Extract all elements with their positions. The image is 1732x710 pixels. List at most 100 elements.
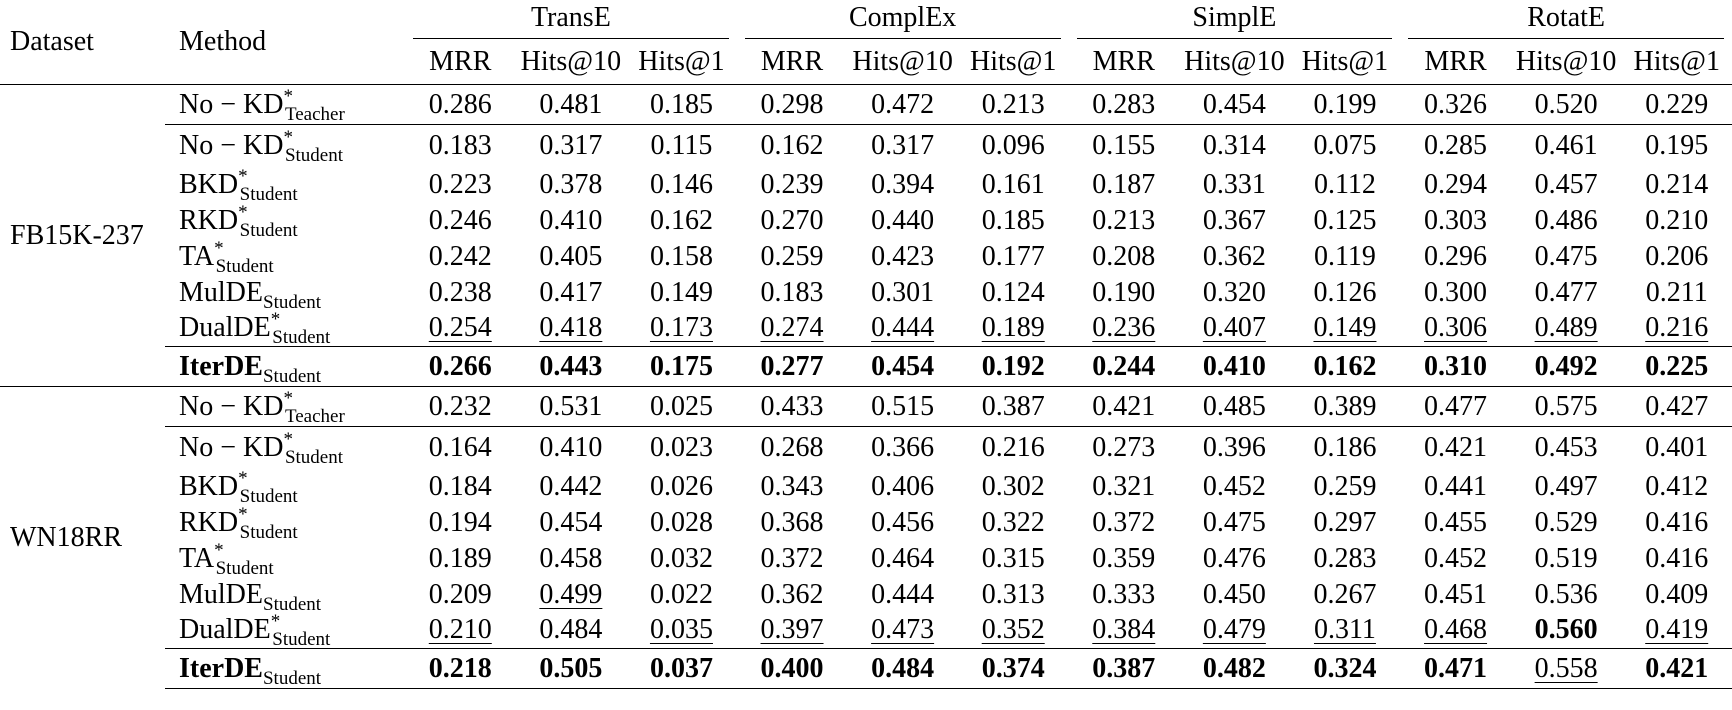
model-name: ComplEx [744, 2, 1061, 39]
value: 0.372 [1092, 506, 1156, 538]
model-header: ComplEx [737, 0, 1069, 40]
value-cell: 0.232 [405, 386, 516, 427]
metric-header: Hits@1 [1621, 40, 1732, 85]
value: 0.037 [649, 652, 713, 684]
value: 0.471 [1424, 652, 1488, 684]
value-cell: 0.362 [1179, 239, 1290, 275]
value-cell: 0.162 [626, 203, 737, 239]
value: 0.464 [871, 542, 935, 574]
method-name: BKD [179, 470, 239, 502]
method-sub: Student [215, 557, 274, 579]
model-header: SimplE [1069, 0, 1401, 40]
value-cell: 0.242 [405, 239, 516, 275]
value-cell: 0.427 [1621, 386, 1732, 427]
value: 0.195 [1645, 129, 1709, 161]
value: 0.368 [760, 506, 824, 538]
value-cell: 0.452 [1179, 469, 1290, 505]
value-cell: 0.497 [1511, 469, 1622, 505]
value: 0.456 [871, 506, 935, 538]
value-cell: 0.461 [1510, 124, 1622, 167]
table-row: TA*Student 0.189 0.458 0.032 0.372 0.464 0.315… [0, 541, 1732, 579]
value-cell: 0.183 [405, 124, 516, 167]
value-cell: 0.389 [1289, 386, 1401, 427]
value-cell: 0.352 [958, 613, 1069, 649]
value: 0.387 [1092, 652, 1156, 684]
value-cell: 0.296 [1400, 239, 1511, 275]
value-cell: 0.238 [405, 275, 516, 311]
value-cell: 0.475 [1511, 239, 1622, 275]
value-cell: 0.575 [1510, 386, 1622, 427]
value: 0.267 [1313, 578, 1377, 610]
method-name: DualDE [179, 312, 271, 344]
value: 0.239 [760, 168, 824, 200]
value: 0.320 [1202, 276, 1266, 308]
value: 0.173 [649, 312, 713, 344]
value-cell: 0.244 [1068, 346, 1180, 387]
method-header: Method [179, 26, 267, 57]
method-name: RKD [179, 506, 239, 538]
value: 0.273 [1092, 431, 1156, 463]
method-sub: Student [239, 521, 298, 543]
value: 0.199 [1313, 88, 1377, 120]
method-cell: DualDE*Student [165, 310, 405, 347]
method-cell: No − KD*Teacher [165, 84, 405, 125]
table-row: MulDEStudent 0.209 0.499 0.022 0.362 0.444 0.3… [0, 577, 1732, 614]
value: 0.409 [1645, 578, 1709, 610]
method-cell: BKD*Student [165, 167, 405, 204]
value-cell: 0.468 [1400, 613, 1511, 649]
value: 0.112 [1313, 168, 1376, 200]
method-name: MulDE [179, 578, 263, 610]
value-cell: 0.277 [736, 346, 848, 387]
value: 0.301 [871, 276, 935, 308]
value: 0.213 [1092, 204, 1156, 236]
value: 0.529 [1534, 506, 1598, 538]
value-cell: 0.367 [1179, 203, 1290, 239]
value: 0.374 [981, 652, 1045, 684]
value: 0.283 [1313, 542, 1377, 574]
value: 0.442 [539, 470, 603, 502]
value: 0.218 [428, 652, 492, 684]
value: 0.433 [760, 390, 824, 422]
value-cell: 0.314 [1179, 124, 1290, 167]
value-cell: 0.184 [405, 469, 516, 505]
method-sup: * [283, 85, 293, 107]
method-cell: No − KD*Teacher [165, 386, 405, 427]
value-cell: 0.378 [516, 167, 627, 203]
value: 0.317 [539, 129, 603, 161]
value-cell: 0.444 [847, 577, 958, 613]
value: 0.216 [1645, 312, 1709, 344]
value-cell: 0.433 [736, 386, 848, 427]
value-cell: 0.209 [405, 577, 516, 613]
value: 0.558 [1534, 652, 1598, 684]
value-cell: 0.410 [1179, 346, 1290, 387]
value-cell: 0.407 [1179, 311, 1290, 347]
value: 0.317 [871, 129, 935, 161]
dataset-cell: WN18RR [0, 386, 165, 689]
value: 0.458 [539, 542, 603, 574]
table-row: BKD*Student 0.184 0.442 0.026 0.343 0.406 0.30… [0, 469, 1732, 506]
value-cell: 0.457 [1511, 167, 1622, 203]
value-cell: 0.520 [1510, 84, 1622, 125]
value-cell: 0.484 [847, 648, 958, 689]
table-row: IterDEStudent 0.266 0.443 0.175 0.277 0.454 0.… [0, 346, 1732, 387]
value-cell: 0.519 [1511, 541, 1622, 577]
table-row: RKD*Student 0.194 0.454 0.028 0.368 0.456 0.32… [0, 505, 1732, 543]
value-cell: 0.455 [1400, 505, 1511, 541]
value: 0.096 [981, 129, 1045, 161]
value: 0.175 [649, 350, 713, 382]
value-cell: 0.560 [1511, 613, 1622, 649]
value: 0.266 [428, 350, 492, 382]
value: 0.187 [1092, 168, 1156, 200]
value-cell: 0.124 [958, 275, 1069, 311]
value-cell: 0.146 [626, 167, 737, 203]
model-name: SimplE [1076, 2, 1393, 39]
value: 0.206 [1645, 240, 1709, 272]
value-cell: 0.489 [1511, 311, 1622, 347]
value: 0.322 [981, 506, 1045, 538]
value: 0.314 [1202, 129, 1266, 161]
value: 0.452 [1202, 470, 1266, 502]
value: 0.115 [650, 129, 713, 161]
value: 0.183 [428, 129, 492, 161]
value-cell: 0.456 [847, 505, 958, 541]
value: 0.189 [981, 312, 1045, 344]
